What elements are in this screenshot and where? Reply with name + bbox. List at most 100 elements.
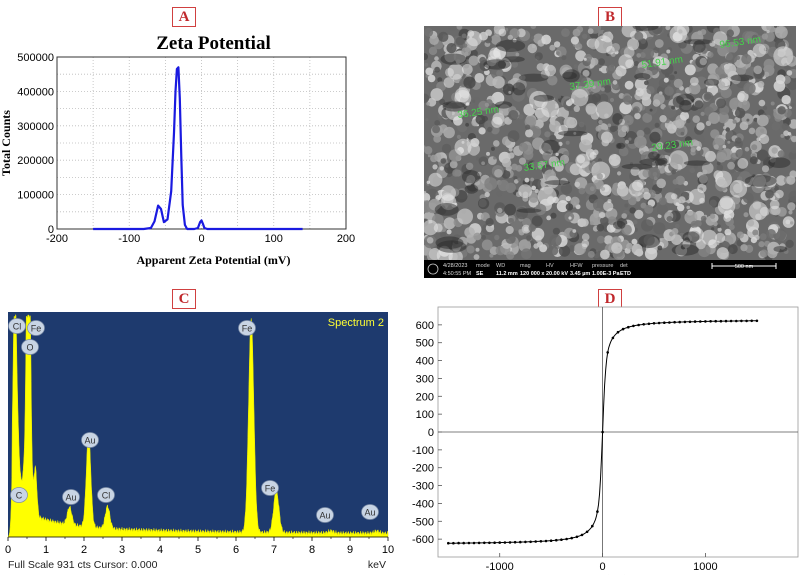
sem-particle xyxy=(763,105,768,111)
sem-info-value: SE xyxy=(476,271,484,277)
sem-particle xyxy=(756,114,769,127)
sem-particle xyxy=(628,196,637,206)
sem-particle xyxy=(727,244,738,255)
sem-particle xyxy=(424,146,433,155)
sem-particle xyxy=(787,132,792,136)
hysteresis-point xyxy=(483,541,486,545)
sem-particle xyxy=(472,97,481,105)
sem-particle xyxy=(427,154,431,158)
sem-particle xyxy=(629,207,636,214)
sem-particle xyxy=(764,31,775,42)
sem-particle xyxy=(492,106,499,113)
sem-particle xyxy=(443,177,454,189)
sem-shadow xyxy=(442,102,467,112)
sem-particle xyxy=(713,144,719,150)
sem-particle xyxy=(758,241,765,248)
sem-info-value: ETD xyxy=(620,271,631,277)
sem-particle xyxy=(719,73,726,80)
sem-particle xyxy=(565,203,574,211)
hysteresis-point xyxy=(637,323,640,327)
sem-particle xyxy=(725,127,730,132)
sem-bright-cluster xyxy=(773,46,794,67)
sem-bright-cluster xyxy=(737,158,749,169)
sem-particle xyxy=(716,164,724,171)
sem-particle xyxy=(708,196,721,208)
sem-particle xyxy=(771,147,778,154)
peak-label: Cl xyxy=(13,322,22,332)
sem-bright-cluster xyxy=(748,201,768,221)
sem-particle xyxy=(548,245,559,256)
sem-particle xyxy=(688,82,701,95)
sem-particle xyxy=(424,53,428,61)
hysteresis-point xyxy=(508,541,512,544)
sem-particle xyxy=(547,75,558,86)
sem-particle xyxy=(634,135,647,149)
sem-particle xyxy=(671,105,676,110)
sem-bright-cluster xyxy=(769,199,780,210)
sem-bright-cluster xyxy=(759,134,770,145)
sem-particle xyxy=(572,229,577,233)
sem-particle xyxy=(534,189,539,193)
sem-particle xyxy=(528,224,536,232)
sem-particle xyxy=(518,229,523,234)
sem-particle xyxy=(479,56,487,64)
sem-particle xyxy=(534,52,543,61)
sem-particle xyxy=(618,146,629,157)
sem-shadow xyxy=(518,73,549,82)
sem-shadow xyxy=(496,39,526,52)
sem-particle xyxy=(656,141,664,150)
sem-particle xyxy=(560,183,573,195)
sem-particle xyxy=(681,144,689,152)
sem-shadow xyxy=(613,220,626,230)
sem-particle xyxy=(490,146,495,151)
sem-bright-cluster xyxy=(621,26,636,38)
sem-particle xyxy=(646,86,655,95)
sem-shadow xyxy=(704,78,720,86)
sem-particle xyxy=(636,129,645,138)
peak-label: Au xyxy=(65,493,76,503)
sem-shadow xyxy=(516,208,542,213)
sem-particle xyxy=(641,219,654,232)
sem-bright-cluster xyxy=(433,223,443,233)
sem-bright-cluster xyxy=(688,188,705,205)
sem-particle xyxy=(716,98,727,109)
sem-particle xyxy=(709,213,716,219)
sem-particle xyxy=(653,47,660,54)
sem-particle xyxy=(440,158,447,164)
sem-particle xyxy=(572,28,581,37)
sem-particle xyxy=(493,156,497,160)
sem-particle xyxy=(619,101,632,115)
sem-particle xyxy=(469,147,479,156)
hysteresis-point xyxy=(729,319,733,323)
sem-particle xyxy=(649,131,661,143)
sem-particle xyxy=(478,127,486,135)
sem-particle xyxy=(726,52,738,64)
sem-shadow xyxy=(541,139,560,154)
sem-shadow xyxy=(434,203,459,216)
sem-particle xyxy=(665,26,671,31)
sem-particle xyxy=(634,209,644,219)
sem-info-header: HFW xyxy=(570,263,583,269)
sem-particle xyxy=(642,112,653,123)
sem-particle xyxy=(753,117,758,122)
sem-particle xyxy=(705,150,716,162)
sem-particle xyxy=(474,73,485,83)
peak-label: Au xyxy=(364,508,375,518)
sem-info-header: mag xyxy=(520,263,531,269)
sem-particle xyxy=(527,43,538,54)
sem-particle xyxy=(425,118,429,122)
sem-particle xyxy=(612,80,618,85)
sem-particle xyxy=(424,192,431,203)
sem-particle xyxy=(760,249,768,258)
sem-particle xyxy=(439,166,444,171)
sem-particle xyxy=(446,229,452,235)
sem-particle xyxy=(642,191,651,200)
hysteresis-point xyxy=(709,320,712,323)
sem-shadow xyxy=(561,71,577,80)
sem-particle xyxy=(713,221,718,227)
peak-label-bubble xyxy=(97,487,115,503)
sem-particle xyxy=(765,189,774,199)
sem-particle xyxy=(674,71,678,75)
sem-particle xyxy=(700,29,707,35)
sem-particle xyxy=(722,144,727,149)
